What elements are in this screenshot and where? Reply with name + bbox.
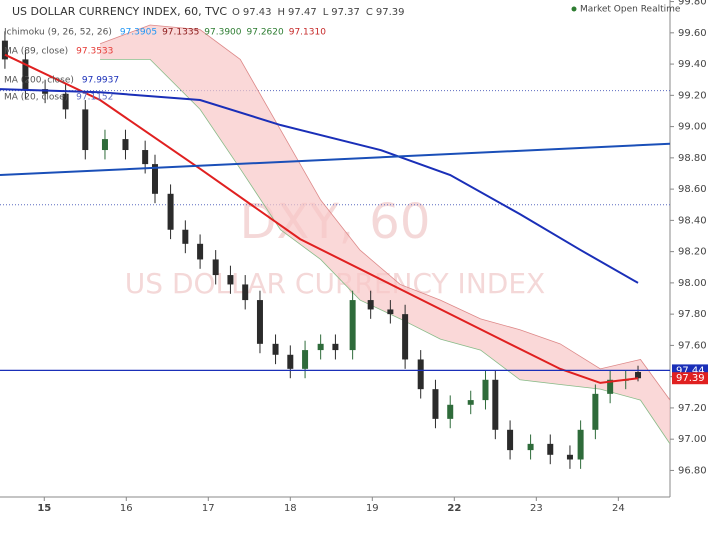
candle-body: [332, 343, 339, 351]
candle-body: [387, 309, 394, 315]
y-tick-label: 99.00: [678, 122, 707, 133]
price-label-box: [672, 372, 708, 385]
y-tick-label: 97.00: [678, 434, 707, 445]
candle-body: [417, 359, 424, 390]
candle-body: [507, 429, 514, 451]
candle-body: [151, 164, 158, 194]
y-tick-label: 98.00: [678, 278, 707, 289]
x-tick-label: 15: [37, 503, 51, 514]
candle-body: [197, 243, 204, 260]
x-tick-label: 16: [120, 503, 133, 514]
candle-body: [367, 300, 374, 310]
cloud-lower: [100, 58, 670, 445]
y-tick-label: 98.80: [678, 153, 707, 164]
candle-body: [607, 379, 614, 394]
ohlc-value: 97.37: [331, 7, 360, 18]
y-tick-label: 98.20: [678, 247, 707, 258]
ohlc-label: C: [366, 7, 373, 18]
indicator-value: 97.3905: [120, 28, 157, 38]
candle-body: [317, 343, 324, 351]
chart-title: US DOLLAR CURRENCY INDEX, 60, TVC: [12, 5, 227, 18]
indicator-value: 97.9937: [82, 76, 119, 86]
candle-body: [167, 193, 174, 230]
candle-body: [467, 400, 474, 405]
overlay-line: [0, 88, 639, 284]
indicator-label: MA (200, close): [4, 76, 74, 86]
candle-body: [212, 259, 219, 276]
candle-body: [577, 429, 584, 460]
candle-body: [635, 371, 642, 379]
candle-body: [402, 314, 409, 360]
overlay-line: [0, 142, 670, 177]
candle-body: [527, 443, 534, 451]
ichimoku-cloud: [100, 25, 670, 444]
ohlc-label: L: [323, 7, 329, 18]
indicator-label: Ichimoku (9, 26, 52, 26): [4, 28, 112, 38]
overlay-line: [4, 53, 639, 384]
candle-body: [22, 59, 29, 90]
indicator-label: MA (89, close): [4, 47, 68, 57]
candle-body: [182, 229, 189, 244]
indicator-value: 97.3900: [204, 28, 241, 38]
market-status: Market Open Realtime: [580, 5, 681, 15]
candle-body: [272, 343, 279, 355]
cloud-upper: [99, 24, 670, 401]
y-tick-label: 97.80: [678, 309, 707, 320]
candle-body: [82, 109, 89, 151]
y-tick-label: 98.40: [678, 215, 707, 226]
x-tick-label: 18: [284, 503, 297, 514]
candle-body: [62, 93, 69, 110]
ohlc-value: 97.43: [243, 7, 272, 18]
y-tick-label: 97.20: [678, 403, 707, 414]
candle-body: [122, 139, 129, 151]
indicator-value: 97.1335: [162, 28, 199, 38]
candle-body: [287, 354, 294, 369]
candle-body: [592, 393, 599, 430]
candle-body: [302, 350, 309, 369]
x-tick-label: 17: [202, 503, 215, 514]
candle-body: [492, 379, 499, 430]
candle-body: [101, 139, 108, 151]
ohlc-label: O: [232, 7, 240, 18]
candle-body: [482, 379, 489, 401]
indicator-value: 97.1152: [76, 93, 113, 103]
candle-body: [547, 443, 554, 455]
price-label: 97.39: [676, 373, 705, 384]
x-tick-label: 22: [447, 503, 461, 514]
candle-body: [1, 40, 8, 60]
y-tick-label: 99.40: [678, 59, 707, 70]
y-tick-label: 96.80: [678, 465, 707, 476]
status-dot: [571, 6, 577, 12]
candle-body: [256, 300, 263, 344]
ohlc-value: 97.39: [376, 7, 405, 18]
candle-body: [227, 275, 234, 285]
ohlc-value: 97.47: [288, 7, 317, 18]
candle-body: [349, 300, 356, 351]
y-tick-label: 97.60: [678, 340, 707, 351]
ohlc-label: H: [278, 7, 286, 18]
indicator-value: 97.1310: [289, 28, 326, 38]
x-tick-label: 23: [530, 503, 543, 514]
x-tick-label: 24: [612, 503, 625, 514]
candle-body: [447, 404, 454, 419]
y-tick-label: 99.80: [678, 0, 707, 8]
candle-body: [142, 150, 149, 165]
price-label: 97.44: [676, 365, 705, 376]
indicator-value: 97.3533: [76, 47, 113, 57]
indicator-value: 97.2620: [247, 28, 284, 38]
y-tick-label: 99.60: [678, 28, 707, 39]
y-tick-label: 99.20: [678, 90, 707, 101]
candle-body: [566, 454, 573, 460]
candle-body: [432, 389, 439, 419]
plot: DXY, 60US DOLLAR CURRENCY INDEX: [0, 24, 670, 469]
candle-body: [242, 284, 249, 301]
y-tick-label: 98.60: [678, 184, 707, 195]
x-tick-label: 19: [366, 503, 379, 514]
indicator-label: MA (20, close): [4, 93, 68, 103]
